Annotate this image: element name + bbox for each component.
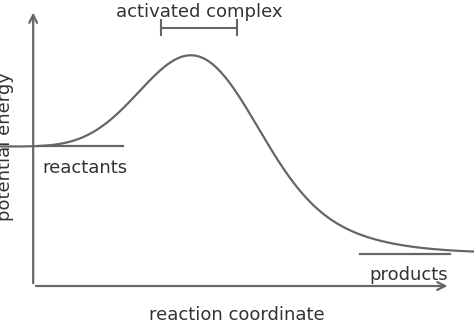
Text: activated complex: activated complex xyxy=(116,3,283,21)
Text: potential energy: potential energy xyxy=(0,72,14,221)
Text: products: products xyxy=(370,266,448,284)
Text: reaction coordinate: reaction coordinate xyxy=(149,306,325,323)
Text: reactants: reactants xyxy=(43,159,128,177)
